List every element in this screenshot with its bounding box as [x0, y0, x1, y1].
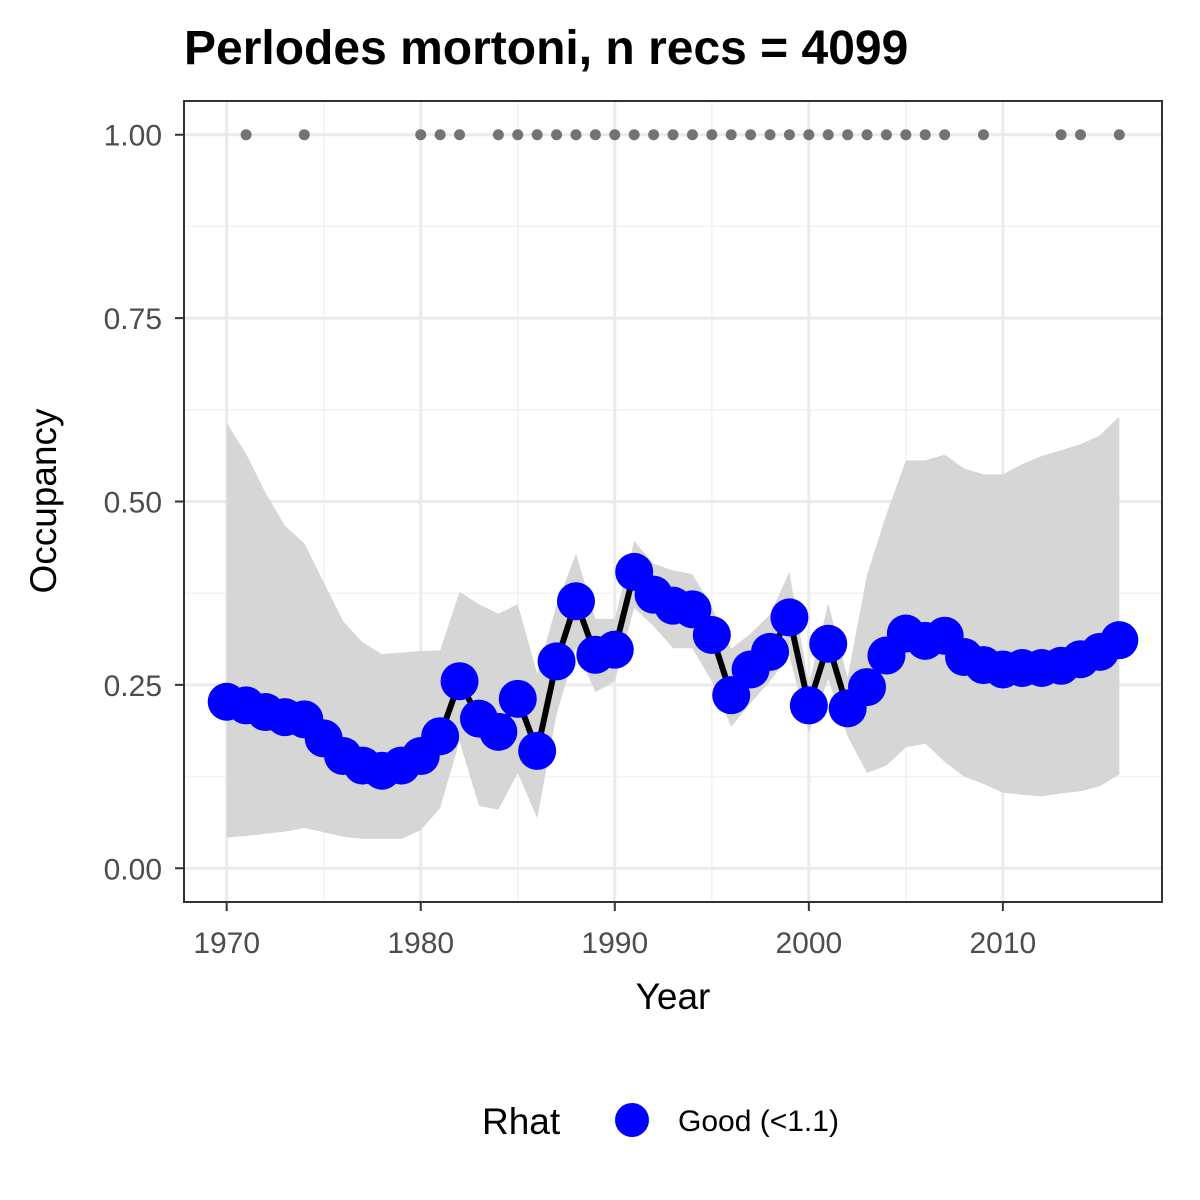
occupancy-point [770, 598, 809, 637]
occupancy-point [518, 731, 557, 770]
record-point [531, 129, 543, 141]
record-point [919, 129, 931, 141]
record-point [415, 129, 427, 141]
y-tick-label: 0.25 [104, 670, 162, 703]
record-point [783, 129, 795, 141]
occupancy-point [537, 642, 576, 681]
record-point [822, 129, 834, 141]
record-point [492, 129, 504, 141]
y-tick-label: 0.75 [104, 303, 162, 336]
legend-key-good [615, 1103, 649, 1137]
record-point [977, 129, 989, 141]
record-points-layer [240, 129, 1125, 141]
record-point [609, 129, 621, 141]
plot-area: 1970 1980 1990 2000 2010 0.00 0.25 0.50 0.75 1.00 [104, 100, 1163, 960]
occupancy-point [479, 712, 518, 751]
record-point [1075, 129, 1086, 141]
record-point [686, 129, 698, 141]
record-point [570, 129, 582, 141]
record-point [434, 129, 446, 141]
record-point [667, 129, 679, 141]
record-point [551, 129, 563, 141]
chart-title: Perlodes mortoni, n recs = 4099 [184, 22, 908, 75]
x-tick-label: 1980 [387, 927, 454, 960]
x-axis-title: Year [636, 976, 711, 1017]
record-point [803, 129, 815, 141]
record-point [240, 129, 252, 141]
occupancy-point [421, 717, 460, 756]
record-point [1055, 129, 1067, 141]
axis-ticks: 1970 1980 1990 2000 2010 0.00 0.25 0.50 0.75 1.00 [104, 120, 1037, 960]
y-axis-title: Occupancy [23, 408, 64, 594]
y-tick-label: 0.50 [104, 487, 162, 520]
occupancy-point [751, 632, 790, 671]
record-point [298, 129, 310, 141]
record-point [589, 129, 601, 141]
record-point [706, 129, 718, 141]
record-point [512, 129, 524, 141]
record-point [454, 129, 466, 141]
record-point [880, 129, 892, 141]
legend-title: Rhat [482, 1101, 561, 1142]
record-point [725, 129, 737, 141]
x-tick-label: 2000 [775, 927, 842, 960]
occupancy-point [595, 630, 634, 669]
x-tick-label: 2010 [970, 927, 1037, 960]
record-point [628, 129, 640, 141]
y-tick-label: 0.00 [104, 853, 162, 886]
y-tick-label: 1.00 [104, 120, 162, 153]
record-point [1113, 129, 1125, 141]
occupancy-point [692, 616, 731, 654]
occupancy-points-layer [207, 552, 1139, 790]
record-point [764, 129, 776, 141]
occupancy-point [848, 668, 887, 707]
occupancy-point [809, 624, 848, 663]
record-point [939, 129, 951, 141]
occupancy-point [440, 662, 479, 701]
record-point [648, 129, 660, 141]
x-tick-label: 1990 [581, 927, 648, 960]
occupancy-point [1100, 621, 1139, 660]
record-point [900, 129, 912, 141]
legend-label-good: Good (<1.1) [678, 1105, 839, 1138]
legend: Rhat Good (<1.1) [482, 1101, 839, 1142]
occupancy-point [498, 679, 537, 718]
record-point [842, 129, 854, 141]
occupancy-point [556, 582, 595, 621]
x-tick-label: 1970 [193, 927, 260, 960]
occupancy-point [789, 686, 828, 725]
record-point [861, 129, 873, 141]
record-point [745, 129, 757, 141]
